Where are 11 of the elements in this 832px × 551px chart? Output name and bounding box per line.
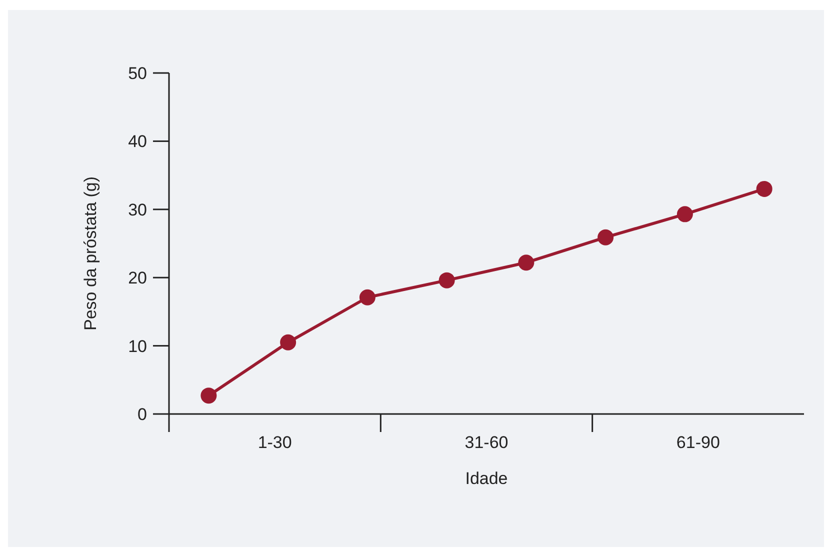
- y-axis-title: Peso da próstata (g): [81, 176, 100, 331]
- y-tick-label: 0: [138, 404, 147, 424]
- text: 61-90: [676, 433, 720, 452]
- y-tick-label: 10: [128, 336, 147, 356]
- text: 31-60: [464, 433, 508, 452]
- text: 1-30: [258, 433, 292, 452]
- y-tick-label: 50: [128, 64, 147, 83]
- y-tick-label: 20: [128, 268, 147, 288]
- y-tick-label: 40: [128, 132, 147, 152]
- y-tick-label: 30: [128, 200, 147, 220]
- x-axis-title: Idade: [465, 469, 508, 488]
